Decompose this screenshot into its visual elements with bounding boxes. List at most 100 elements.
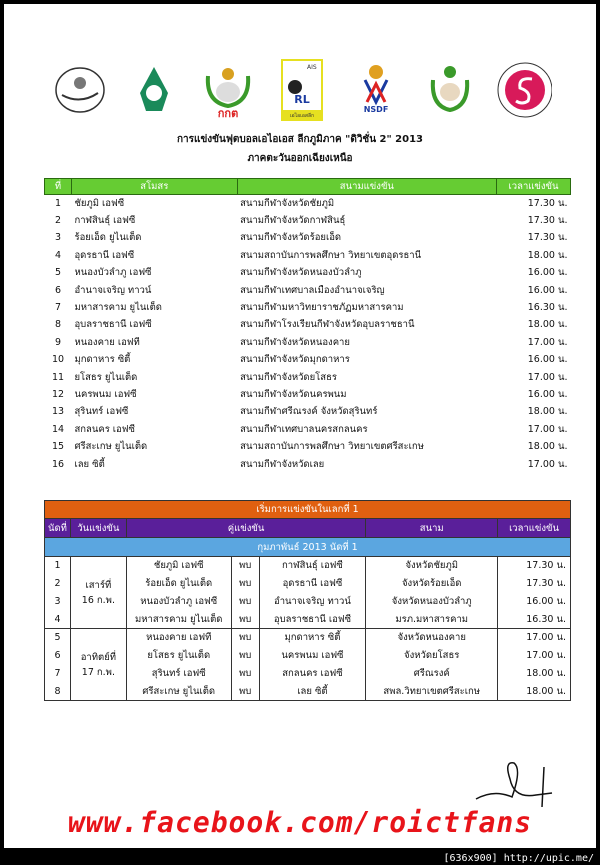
venue: มรภ.มหาสารคาม — [365, 610, 499, 629]
club-name: ศรีสะเกษ ยูไนเต็ด — [74, 441, 148, 453]
venue: ศรีณรงค์ — [365, 664, 499, 683]
match-day: เสาร์ที่ 16 ก.พ. — [69, 556, 127, 629]
venue: จังหวัดหนองบัวลำภู — [365, 592, 499, 611]
row-number: 2 — [54, 215, 61, 227]
match-number: 1 — [44, 556, 71, 575]
row-number: 10 — [51, 354, 65, 366]
stadium-name: สนามกีฬาจังหวัดมุกดาหาร — [240, 354, 350, 366]
stadium-name: สนามกีฬาศรีณรงค์ จังหวัดสุรินทร์ — [240, 406, 378, 418]
kickoff-time: 17.00 น. — [527, 423, 568, 435]
kickoff-time: 17.00 น. — [527, 458, 568, 470]
stadium-name: สนามกีฬาเทศบาลนครสกลนคร — [240, 423, 368, 435]
kickoff-time: 17.30 น. — [527, 197, 568, 209]
kickoff-time: 18.00 น. — [527, 319, 568, 331]
home-team: ศรีสะเกษ ยูไนเต็ด — [125, 682, 232, 701]
leg-banner: เริ่มการแข่งขันในเลกที่ 1 — [44, 500, 571, 519]
away-team: อำนาจเจริญ ทาวน์ — [258, 592, 367, 611]
svg-text:เอไอเอสลีก: เอไอเอสลีก — [290, 112, 314, 119]
col-header-club: สโมสร — [70, 178, 238, 195]
kickoff-time: 17.30 น. — [527, 215, 568, 227]
row-number: 9 — [54, 336, 61, 348]
signature — [475, 762, 553, 808]
club-name: หนองบัวลำภู เอฟซี — [74, 267, 152, 279]
stadium-name: สนามสถาบันการพลศึกษา วิทยาเขตอุดรธานี — [240, 249, 422, 261]
away-team: กาฬสินธุ์ เอฟซี — [258, 556, 367, 575]
club-row: 6 อำนาจเจริญ ทาวน์ สนามกีฬาเทศบาลเมืองอำนา… — [45, 281, 571, 298]
kickoff-time: 17.00 น. — [527, 371, 568, 383]
venue: จังหวัดยโสธร — [365, 646, 499, 665]
sports-authority-logo — [52, 61, 108, 119]
venue: สพล.วิทยาเขตศรีสะเกษ — [365, 682, 499, 701]
fixture-row: 8 ศรีสะเกษ ยูไนเต็ด พบ เลย ซิตี้ สพล.วิทยาเข… — [44, 682, 571, 701]
home-team: ร้อยเอ็ด ยูไนเต็ด — [125, 574, 232, 593]
stadium-name: สนามกีฬาโรงเรียนกีฬาจังหวัดอุบลราชธานี — [240, 319, 415, 331]
kickoff-time: 17.30 น. — [497, 574, 571, 593]
club-row: 1 ชัยภูมิ เอฟซี สนามกีฬาจังหวัดชัยภูมิ 17.3… — [45, 195, 571, 212]
home-team: มหาสารคาม ยูไนเต็ด — [125, 610, 232, 629]
club-row: 4 อุดรธานี เอฟซี สนามสถาบันการพลศึกษา วิทย… — [45, 247, 571, 264]
club-name: ชัยภูมิ เอฟซี — [74, 197, 125, 209]
club-name: อุบลราชธานี เอฟซี — [74, 319, 152, 331]
football-association-logo: กกต — [200, 61, 256, 119]
club-row: 7 มหาสารคาม ยูไนเต็ด สนามกีฬามหาวิทยาราชภั… — [45, 299, 571, 316]
fixture-row: 1 เสาร์ที่ 16 ก.พ. ชัยภูมิ เอฟซี พบ กาฬสินธุ์… — [44, 556, 571, 629]
stadium-name: สนามกีฬาจังหวัดร้อยเอ็ด — [240, 232, 342, 244]
vs-label: พบ — [230, 682, 260, 701]
col-header-no: ที่ — [44, 178, 72, 195]
fixture-row: 3 หนองบัวลำภู เอฟซี พบ อำนาจเจริญ ทาวน์ จังห… — [44, 592, 571, 611]
svg-text:AIS: AIS — [307, 64, 317, 71]
kickoff-time: 17.30 น. — [527, 232, 568, 244]
vs-label: พบ — [230, 610, 260, 629]
kickoff-time: 18.00 น. — [527, 406, 568, 418]
row-number: 6 — [54, 284, 61, 296]
row-number: 3 — [54, 232, 61, 244]
club-name: สุรินทร์ เอฟซี — [74, 406, 129, 418]
away-team: เลย ซิตี้ — [258, 682, 367, 701]
page-title: การแข่งขันฟุตบอลเอไอเอส ลีกภูมิภาค "ดิวิ… — [176, 134, 424, 145]
kickoff-time: 17.00 น. — [527, 336, 568, 348]
match-number: 2 — [44, 574, 71, 593]
club-row: 16 เลย ซิตี้ สนามกีฬาจังหวัดเลย 17.00 น. — [45, 455, 571, 472]
vs-label: พบ — [230, 574, 260, 593]
venue: จังหวัดหนองคาย — [365, 628, 499, 647]
club-row: 10 มุกดาหาร ซิตี้ สนามกีฬาจังหวัดมุกดาหาร 1… — [45, 351, 571, 368]
row-number: 5 — [54, 267, 61, 279]
col-header-stadium: สนามแข่งขัน — [236, 178, 498, 195]
club-row: 2 กาฬสินธุ์ เอฟซี สนามกีฬาจังหวัดกาฬสินธุ์… — [45, 212, 571, 229]
venue: จังหวัดร้อยเอ็ด — [365, 574, 499, 593]
match-number: 3 — [44, 592, 71, 611]
document-page: กกต AIS RL เอไอเอสลีก NSDF การแข่งขันฟุตบอ… — [4, 4, 596, 848]
club-name: อำนาจเจริญ ทาวน์ — [74, 284, 152, 296]
home-team: ชัยภูมิ เอฟซี — [125, 556, 232, 575]
away-team: มุกดาหาร ซิตี้ — [258, 628, 367, 647]
siam-sport-logo — [496, 61, 552, 119]
club-name: มหาสารคาม ยูไนเต็ด — [74, 302, 162, 314]
away-team: อุบลราชธานี เอฟซี — [258, 610, 367, 629]
row-number: 4 — [54, 249, 61, 261]
day-date: 16 ก.พ. — [81, 594, 115, 606]
match-number: 5 — [44, 628, 71, 647]
day-name: อาทิตย์ที่ — [80, 651, 117, 663]
kickoff-time: 16.00 น. — [527, 284, 568, 296]
vs-label: พบ — [230, 556, 260, 575]
club-name: ร้อยเอ็ด ยูไนเต็ด — [74, 232, 142, 244]
club-row: 9 หนองคาย เอฟที สนามกีฬาจังหวัดหนองคาย 17.0… — [45, 334, 571, 351]
club-name: กาฬสินธุ์ เอฟซี — [74, 215, 136, 227]
club-name: สกลนคร เอฟซี — [74, 423, 135, 435]
stadium-name: สนามกีฬาจังหวัดหนองคาย — [240, 336, 350, 348]
row-number: 12 — [51, 388, 65, 400]
match-number: 4 — [44, 610, 71, 629]
nsdf-logo: NSDF — [348, 61, 404, 119]
vs-label: พบ — [230, 646, 260, 665]
club-name: เลย ซิตี้ — [74, 458, 105, 470]
row-number: 13 — [51, 406, 65, 418]
kickoff-time: 16.00 น. — [527, 354, 568, 366]
col-header-venue: สนาม — [365, 518, 499, 538]
stadium-name: สนามกีฬาจังหวัดหนองบัวลำภู — [240, 267, 362, 279]
fixture-row: 5 อาทิตย์ที่ 17 ก.พ. หนองคาย เอฟที พบ มุกดาหา… — [44, 628, 571, 701]
club-row: 13 สุรินทร์ เอฟซี สนามกีฬาศรีณรงค์ จังหวัด… — [45, 403, 571, 420]
stadium-name: สนามกีฬาจังหวัดยโสธร — [240, 371, 337, 383]
row-number: 8 — [54, 319, 61, 331]
home-team: หนองบัวลำภู เอฟซี — [125, 592, 232, 611]
physical-education-department-logo — [422, 61, 478, 119]
